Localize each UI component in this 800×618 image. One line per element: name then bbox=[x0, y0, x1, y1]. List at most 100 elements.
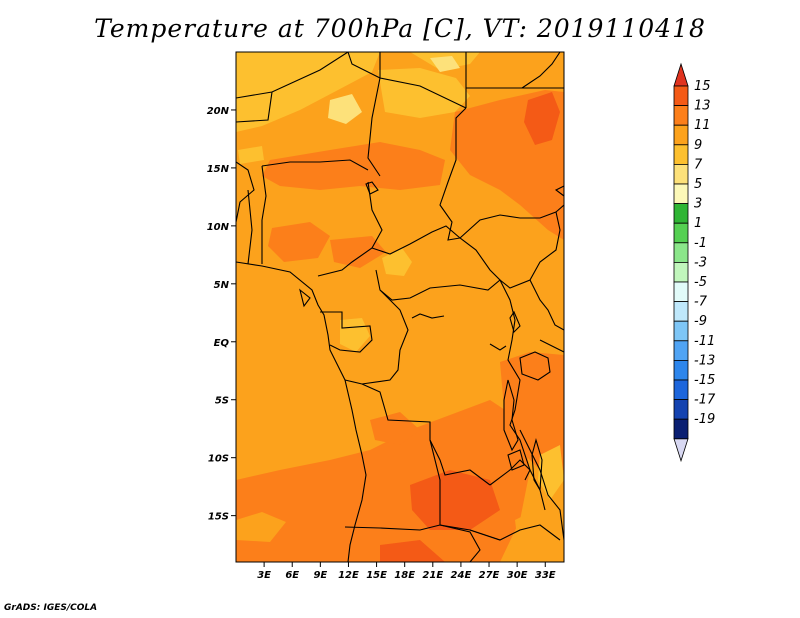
border-burkina bbox=[236, 161, 255, 223]
border-tanzania-kenya bbox=[539, 339, 564, 353]
border-namibia bbox=[344, 524, 441, 531]
colorbar-label: 9 bbox=[694, 138, 702, 153]
field-5-7-patch-2 bbox=[430, 56, 460, 72]
colorbar-label: 13 bbox=[694, 99, 711, 114]
colorbar-segment bbox=[673, 242, 689, 263]
x-tick-label: 24E bbox=[451, 570, 472, 581]
chart-title: Temperature at 700hPa [C], VT: 201911041… bbox=[94, 14, 706, 43]
border-mali-niger bbox=[236, 91, 273, 123]
lake-tanganyika bbox=[503, 379, 519, 452]
colorbar-segment bbox=[673, 105, 689, 126]
colorbar-segment bbox=[673, 261, 689, 283]
border-zambia-tanzania bbox=[489, 459, 546, 511]
colorbar: 15 13 11 9 7 5 3 1 -1 -3 -5 -7 -9 -11 -13 -15 -17 -19 bbox=[673, 62, 716, 463]
x-tick-label: 3E bbox=[257, 570, 271, 581]
field-7-9-sahara-west bbox=[236, 52, 380, 132]
colorbar-label: -1 bbox=[694, 236, 707, 251]
field-11-13-chad-cam bbox=[330, 236, 386, 268]
border-benin bbox=[261, 165, 267, 264]
colorbar-top-arrow bbox=[673, 62, 689, 87]
colorbar-label: 5 bbox=[694, 177, 702, 192]
field-13-15-zambia bbox=[410, 470, 500, 530]
border-togo bbox=[247, 189, 253, 265]
lake-volta bbox=[299, 288, 311, 308]
y-tick-label: 5S bbox=[215, 396, 229, 407]
map-frame bbox=[235, 51, 565, 563]
colorbar-bottom-arrow bbox=[673, 438, 689, 463]
colorbar-segment bbox=[673, 144, 689, 165]
border-niger-nigeria bbox=[261, 159, 369, 171]
lake-malawi bbox=[531, 437, 543, 492]
y-tick-label: 15N bbox=[207, 164, 230, 175]
y-tick-label: EQ bbox=[214, 338, 230, 349]
field-11-13-nigeria bbox=[268, 222, 330, 262]
x-tick-label: 33E bbox=[535, 570, 556, 581]
lake-kariba bbox=[507, 449, 525, 471]
colorbar-label: 7 bbox=[694, 157, 703, 172]
colorbar-segment bbox=[673, 281, 689, 303]
border-car bbox=[371, 225, 501, 301]
border-chad-sudan bbox=[439, 107, 467, 241]
border-botswana bbox=[439, 524, 481, 562]
colorbar-segment bbox=[673, 222, 689, 244]
border-zimbabwe bbox=[469, 524, 561, 541]
red-sea-coast bbox=[521, 52, 561, 89]
colorbar-label: -5 bbox=[694, 275, 707, 290]
colorbar-segment bbox=[673, 163, 689, 185]
x-tick-label: 6E bbox=[285, 570, 299, 581]
border-uganda-kenya bbox=[529, 279, 564, 331]
border-libya-chad bbox=[379, 77, 467, 109]
colorbar-label: -13 bbox=[694, 353, 715, 368]
colorbar-segment bbox=[673, 85, 689, 107]
border-south-sudan bbox=[459, 211, 561, 289]
y-tick-label: 20N bbox=[207, 106, 230, 117]
colorbar-label: -9 bbox=[694, 314, 707, 329]
colorbar-segment bbox=[673, 418, 689, 440]
field-9-11-pocket-east bbox=[515, 505, 564, 562]
field-7-9-small-west bbox=[238, 146, 264, 164]
colorbar-label: 15 bbox=[694, 79, 711, 94]
field-7-9-sahara-center bbox=[378, 68, 470, 118]
border-algeria-mali bbox=[236, 52, 349, 99]
field-7-9-pocket-se bbox=[538, 445, 564, 500]
lake-tana bbox=[554, 185, 564, 197]
colorbar-segment bbox=[673, 203, 689, 224]
lake-victoria bbox=[519, 351, 551, 381]
colorbar-segment bbox=[673, 399, 689, 420]
border-congo-drc bbox=[344, 289, 409, 385]
y-tick-label: 10N bbox=[207, 222, 230, 233]
x-tick-label: 18E bbox=[394, 570, 415, 581]
grads-credit: GrADS: IGES/COLA bbox=[4, 603, 98, 613]
colorbar-segment bbox=[673, 301, 689, 322]
colorbar-segment bbox=[673, 320, 689, 342]
field-7-9-cameroon bbox=[382, 248, 412, 276]
colorbar-label: 3 bbox=[694, 197, 702, 212]
temperature-field bbox=[236, 52, 564, 562]
colorbar-segment bbox=[673, 359, 689, 381]
border-malawi bbox=[519, 429, 564, 541]
x-tick-label: 21E bbox=[422, 570, 443, 581]
lake-albert bbox=[509, 310, 521, 334]
y-tick-label: 15S bbox=[208, 512, 229, 523]
colorbar-segment bbox=[673, 124, 689, 146]
x-axis: 3E 6E 9E 12E 15E 18E 21E 24E 27E 30E 33E bbox=[257, 562, 556, 581]
field-13-15-south bbox=[380, 540, 445, 562]
field-5-7-patch bbox=[328, 94, 362, 124]
congo-river bbox=[411, 313, 445, 319]
colorbar-label: -15 bbox=[694, 373, 715, 388]
colorbar-segment bbox=[673, 379, 689, 401]
x-tick-label: 27E bbox=[479, 570, 500, 581]
colorbar-label: -3 bbox=[694, 255, 707, 270]
y-tick-label: 5N bbox=[214, 280, 230, 291]
x-tick-label: 9E bbox=[313, 570, 327, 581]
y-axis: 20N 15N 10N 5N EQ 5S 10S 15S bbox=[207, 106, 236, 523]
colorbar-label: -7 bbox=[694, 295, 708, 310]
x-tick-label: 30E bbox=[507, 570, 528, 581]
x-tick-label: 12E bbox=[338, 570, 359, 581]
field-11-13-angola bbox=[370, 412, 420, 445]
field-13-15-sudan bbox=[524, 92, 560, 145]
colorbar-label: 1 bbox=[694, 216, 702, 231]
colorbar-label: -17 bbox=[694, 393, 716, 408]
colorbar-label: -19 bbox=[694, 412, 715, 427]
